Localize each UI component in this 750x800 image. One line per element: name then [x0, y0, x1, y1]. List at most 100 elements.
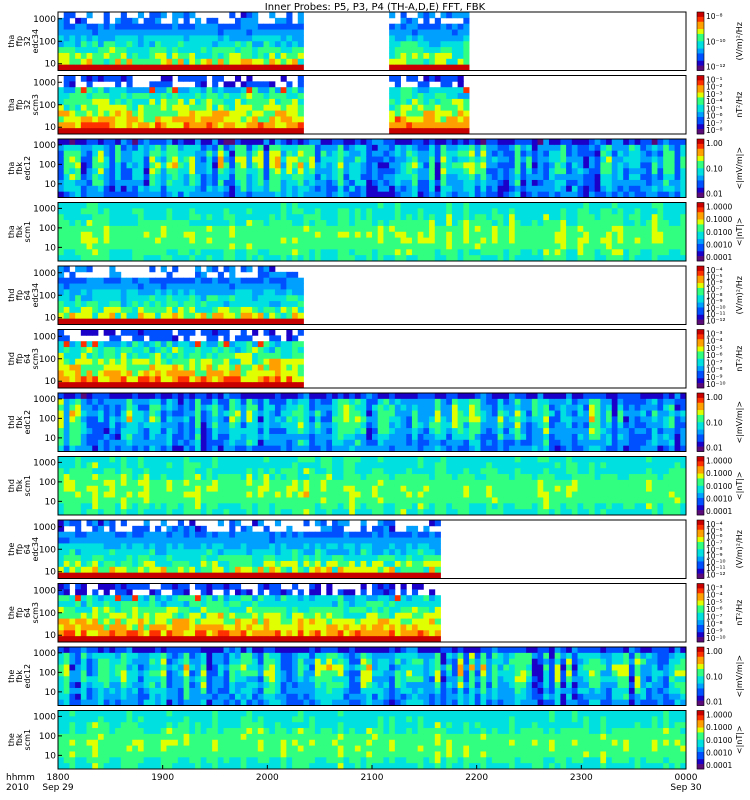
heatmap-cell: [166, 301, 173, 308]
heatmap-cell: [292, 422, 299, 429]
colorbar-swatch: [697, 187, 704, 191]
heatmap-cell: [554, 231, 561, 238]
heatmap-cell: [594, 144, 601, 152]
heatmap-cell: [657, 144, 664, 152]
heatmap-cell: [434, 116, 441, 123]
heatmap-cell: [189, 329, 196, 336]
heatmap-cell: [394, 202, 401, 209]
heatmap-cell: [92, 341, 99, 348]
heatmap-cell: [257, 98, 264, 106]
heatmap-cell: [195, 122, 202, 129]
heatmap-cell: [183, 301, 190, 308]
heatmap-cell: [269, 370, 276, 377]
heatmap-cell: [286, 139, 293, 146]
heatmap-cell: [269, 312, 276, 320]
heatmap-cell: [172, 225, 179, 233]
heatmap-cell: [97, 150, 105, 157]
heatmap-cell: [92, 283, 99, 290]
heatmap-cell: [332, 393, 339, 400]
heatmap-cell: [183, 295, 190, 302]
heatmap-cell: [223, 23, 230, 30]
heatmap-cell: [640, 225, 647, 233]
heatmap-cell: [177, 433, 184, 441]
heatmap-cell: [177, 364, 184, 371]
heatmap-cell: [120, 318, 127, 325]
heatmap-cell: [86, 116, 93, 123]
heatmap-cell: [246, 47, 253, 54]
heatmap-cell: [406, 422, 413, 429]
heatmap-cell: [166, 185, 173, 193]
heatmap-cell: [217, 29, 224, 36]
heatmap-cell: [132, 179, 139, 187]
heatmap-cell: [389, 122, 396, 129]
heatmap-cell: [263, 301, 270, 308]
heatmap-cell: [457, 12, 464, 19]
heatmap-cell: [423, 162, 430, 169]
heatmap-cell: [137, 243, 145, 250]
heatmap-cell: [463, 110, 470, 117]
heatmap-cell: [554, 208, 561, 215]
colorbar-swatch: [697, 178, 704, 181]
heatmap-cell: [434, 191, 441, 198]
heatmap-cell: [594, 220, 601, 227]
heatmap-cell: [366, 410, 373, 417]
heatmap-cell: [132, 17, 139, 25]
heatmap-cell: [149, 422, 156, 429]
heatmap-cell: [406, 433, 413, 441]
heatmap-cell: [417, 404, 424, 411]
heatmap-cell: [354, 225, 361, 233]
heatmap-cell: [103, 87, 110, 94]
heatmap-cell: [206, 358, 213, 365]
heatmap-cell: [126, 64, 133, 71]
heatmap-cell: [183, 347, 190, 354]
heatmap-cell: [58, 58, 65, 66]
heatmap-cell: [80, 174, 87, 181]
heatmap-cell: [149, 47, 156, 54]
heatmap-cell: [354, 185, 361, 193]
heatmap-cell: [457, 445, 464, 452]
heatmap-cell: [360, 162, 367, 169]
heatmap-cell: [332, 249, 339, 256]
heatmap-cell: [80, 376, 87, 383]
heatmap-cell: [411, 191, 419, 198]
heatmap-cell: [600, 249, 607, 256]
heatmap-cell: [566, 208, 573, 215]
heatmap-cell: [263, 104, 270, 111]
heatmap-cell: [63, 41, 70, 48]
heatmap-cell: [263, 370, 270, 377]
heatmap-cell: [543, 144, 550, 152]
heatmap-cell: [463, 104, 470, 111]
heatmap-cell: [63, 139, 70, 146]
heatmap-cell: [103, 52, 110, 60]
heatmap-cell: [223, 144, 230, 152]
heatmap-cell: [297, 220, 304, 227]
colorbar-swatch: [697, 97, 704, 101]
heatmap-cell: [58, 410, 65, 417]
heatmap-cell: [451, 255, 459, 262]
heatmap-cell: [657, 220, 664, 227]
heatmap-cell: [69, 393, 76, 400]
colorbar-tick-label: 10⁻¹: [706, 76, 723, 85]
heatmap-cell: [63, 58, 70, 66]
heatmap-cell: [143, 23, 150, 30]
heatmap-cell: [606, 249, 613, 256]
heatmap-cell: [109, 29, 116, 36]
heatmap-cell: [126, 81, 133, 88]
heatmap-cell: [115, 220, 122, 227]
heatmap-cell: [155, 416, 162, 423]
heatmap-cell: [223, 277, 230, 284]
heatmap-cell: [628, 179, 636, 187]
heatmap-cell: [343, 214, 350, 221]
heatmap-cell: [554, 144, 561, 152]
heatmap-cell: [274, 144, 282, 152]
heatmap-cell: [183, 104, 190, 111]
heatmap-cell: [417, 428, 424, 435]
heatmap-cell: [434, 122, 441, 129]
heatmap-cell: [132, 41, 139, 48]
heatmap-cell: [75, 64, 82, 71]
heatmap-cell: [200, 404, 207, 411]
heatmap-cell: [155, 237, 162, 244]
heatmap-cell: [446, 162, 453, 169]
heatmap-cell: [537, 162, 544, 169]
